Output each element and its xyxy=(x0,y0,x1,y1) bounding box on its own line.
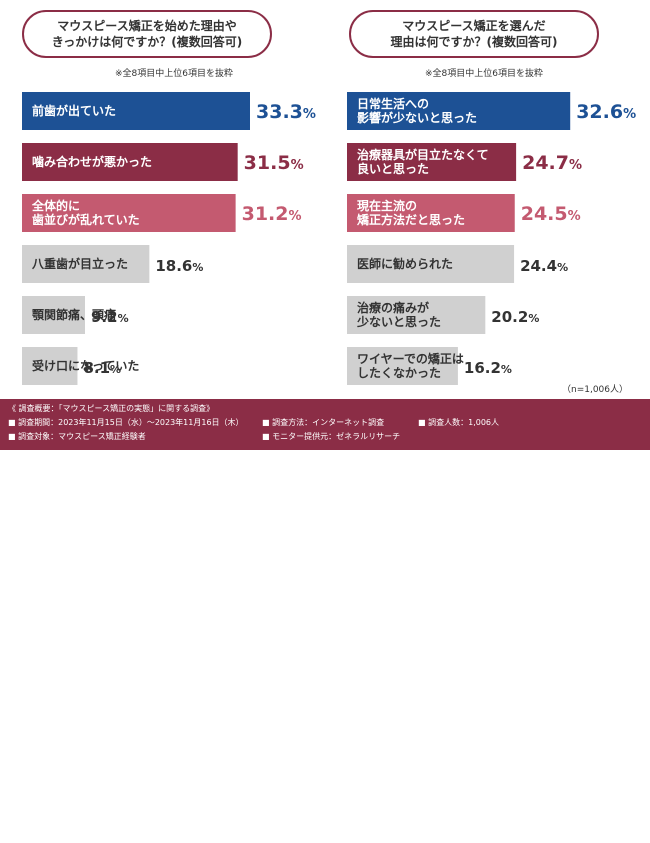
category-label-2: 治療器具が目立たなくて良いと思った xyxy=(357,147,489,176)
footer-period: ■ 調査期間：2023年11月15日（水）～2023年11月16日（木） xyxy=(8,418,244,427)
footer-method: ■ 調査方法：インターネット調査 xyxy=(262,418,385,427)
value-label-3: 31.2% xyxy=(242,203,302,225)
category-label-3: 全体的に歯並びが乱れていた xyxy=(31,198,140,227)
bar-3 xyxy=(22,194,236,232)
bar-4 xyxy=(22,245,150,283)
bar-1 xyxy=(347,92,571,130)
right-question: マウスピース矯正を選んだ 理由は何ですか？(複数回答可) xyxy=(390,19,558,49)
value-label-5: 20.2% xyxy=(491,308,539,326)
left-question-box: マウスピース矯正を始めた理由や きっかけは何ですか？(複数回答可) xyxy=(22,10,272,58)
category-label-3: 現在主流の矯正方法だと思った xyxy=(356,198,465,227)
bar-5 xyxy=(347,296,486,334)
bar-5 xyxy=(22,296,85,334)
category-label-5: 顎関節痛、頭痛 xyxy=(32,307,116,322)
left-note: ※全8項目中上位6項目を抜粋 xyxy=(115,69,233,79)
bar-4 xyxy=(347,245,515,283)
value-label-3: 24.5% xyxy=(521,203,581,225)
category-label-6: 受け口になっていた xyxy=(32,358,139,373)
value-label-1: 33.3% xyxy=(256,101,316,123)
footer-target: ■ 調査対象：マウスピース矯正経験者 xyxy=(8,432,146,441)
category-label-1: 前歯が出ていた xyxy=(32,103,116,118)
value-label-4: 24.4% xyxy=(520,257,568,275)
value-label-6: 8.1% xyxy=(83,359,121,377)
category-label-2: 噛み合わせが悪かった xyxy=(32,154,152,169)
category-label-1: 日常生活への影響が少ないと思った xyxy=(357,96,477,125)
footer-provider: ■ モニター提供元：ゼネラルリサーチ xyxy=(262,432,401,441)
category-label-4: 八重歯が目立った xyxy=(31,256,128,271)
value-label-4: 18.6% xyxy=(155,257,203,275)
bar-3 xyxy=(347,194,515,232)
bar-2 xyxy=(22,143,238,181)
bar-6 xyxy=(22,347,78,385)
right-bar-chart: 日常生活への影響が少ないと思った 32.6% 治療器具が目立たなくて良いと思った 24… xyxy=(347,92,636,385)
bar-6 xyxy=(347,347,458,385)
left-question: マウスピース矯正を始めた理由や きっかけは何ですか？(複数回答可) xyxy=(51,19,243,49)
bar-2 xyxy=(347,143,517,181)
footer-count: ■ 調査人数：1,006人 xyxy=(418,418,500,427)
right-question-box: マウスピース矯正を選んだ 理由は何ですか？(複数回答可) xyxy=(349,10,599,58)
value-label-2: 24.7% xyxy=(522,152,582,174)
logo-text: MEJIRO DENTAL & ORTHODONTICS xyxy=(574,821,630,841)
category-label-6: ワイヤーでの矯正はしたくなかった xyxy=(357,351,464,380)
sample-size-label: （n=1,006人） xyxy=(561,385,628,395)
value-label-5: 9.2% xyxy=(91,308,129,326)
survey-footer: 《 調査概要：「マウスピース矯正の実態」に関する調査》 ■ 調査期間：2023年… xyxy=(0,399,650,841)
footer-summary: 《 調査概要：「マウスピース矯正の実態」に関する調査》 xyxy=(8,404,215,413)
category-label-4: 医師に勧められた xyxy=(357,256,453,271)
value-label-1: 32.6% xyxy=(576,101,636,123)
right-note: ※全8項目中上位6項目を抜粋 xyxy=(425,69,543,79)
bar-1 xyxy=(22,92,250,130)
clinic-logo: Ⅲ MEJIRO DENTAL & ORTHODONTICS xyxy=(572,803,632,843)
value-label-2: 31.5% xyxy=(244,152,304,174)
right-panel: マウスピース矯正を選んだ 理由は何ですか？(複数回答可) ※全8項目中上位6項目… xyxy=(325,0,650,396)
value-label-6: 16.2% xyxy=(464,359,512,377)
left-panel: マウスピース矯正を始めた理由や きっかけは何ですか？(複数回答可) ※全8項目中… xyxy=(0,0,325,396)
category-label-5: 治療の痛みが少ないと思った xyxy=(356,300,441,329)
logo-mark: Ⅲ xyxy=(594,802,610,821)
left-bar-chart: 前歯が出ていた 33.3% 噛み合わせが悪かった 31.5% 全体的に歯並びが乱れていた… xyxy=(22,92,316,385)
